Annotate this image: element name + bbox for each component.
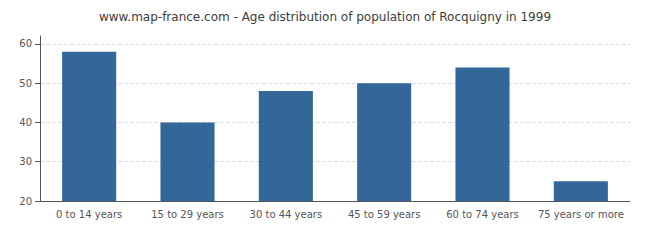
- svg-text:20: 20: [19, 196, 32, 207]
- svg-text:50: 50: [19, 78, 32, 89]
- svg-text:60 to 74 years: 60 to 74 years: [446, 209, 519, 220]
- svg-text:30 to 44 years: 30 to 44 years: [250, 209, 323, 220]
- svg-text:30: 30: [19, 156, 32, 167]
- svg-text:40: 40: [19, 117, 32, 128]
- svg-text:15 to 29 years: 15 to 29 years: [151, 209, 224, 220]
- svg-text:0 to 14 years: 0 to 14 years: [56, 209, 122, 220]
- svg-text:60: 60: [19, 38, 32, 49]
- svg-text:www.map-france.com - Age distr: www.map-france.com - Age distribution of…: [99, 10, 551, 24]
- svg-text:45 to 59 years: 45 to 59 years: [348, 209, 421, 220]
- svg-text:75 years or more: 75 years or more: [538, 209, 624, 220]
